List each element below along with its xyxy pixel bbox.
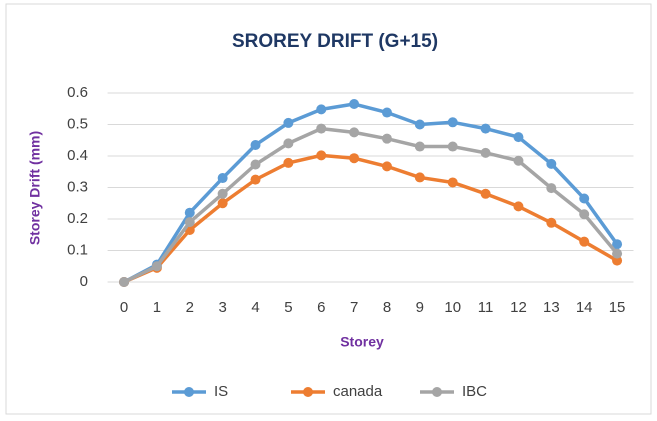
x-tick-label: 0: [120, 299, 128, 316]
series-line: [123, 153, 618, 284]
data-point: [414, 172, 425, 183]
data-point: [447, 177, 458, 188]
data-point: [381, 133, 392, 144]
x-tick-label: 14: [576, 299, 593, 316]
x-tick-label: 12: [510, 299, 527, 316]
y-tick-label: 0.3: [67, 178, 88, 195]
x-tick-label: 2: [186, 299, 194, 316]
data-point: [250, 174, 261, 185]
series-line: [123, 126, 619, 284]
data-point: [447, 141, 458, 152]
x-axis-label: Storey: [340, 334, 384, 350]
x-tick-label: 15: [609, 299, 626, 316]
data-point: [579, 209, 590, 220]
y-tick-label: 0: [80, 273, 88, 290]
x-tick-label: 13: [543, 299, 560, 316]
data-point: [513, 132, 524, 143]
legend-label: canada: [333, 383, 383, 400]
legend-swatch-marker: [184, 387, 194, 397]
x-tick-label: 1: [153, 299, 161, 316]
x-tick-label: 3: [218, 299, 226, 316]
x-tick-label: 8: [383, 299, 391, 316]
x-tick-label: 11: [478, 299, 494, 316]
data-point: [480, 147, 491, 158]
data-point: [546, 183, 557, 194]
x-tick-label: 4: [251, 299, 259, 316]
data-point: [513, 155, 524, 166]
data-point: [316, 104, 327, 115]
data-point: [184, 217, 195, 228]
data-point: [349, 99, 360, 110]
data-point: [579, 236, 590, 247]
data-point: [283, 117, 294, 128]
x-tick-label: 9: [416, 299, 424, 316]
y-tick-label: 0.5: [67, 115, 88, 132]
x-tick-label: 10: [444, 299, 461, 316]
x-tick-label: 5: [284, 299, 292, 316]
data-point: [184, 207, 195, 218]
data-point: [283, 157, 294, 168]
data-point: [381, 161, 392, 172]
y-tick-label: 0.2: [67, 210, 88, 227]
data-point: [119, 277, 130, 287]
data-point: [283, 138, 294, 149]
data-point: [250, 139, 261, 150]
legend-label: IBC: [462, 383, 487, 400]
y-tick-label: 0.4: [67, 147, 88, 164]
data-point: [217, 198, 228, 209]
data-point: [381, 107, 392, 118]
data-point: [414, 141, 425, 152]
series-line: [123, 102, 619, 284]
x-tick-label: 7: [350, 299, 358, 316]
data-point: [546, 158, 557, 169]
data-point: [480, 123, 491, 134]
data-point: [612, 239, 623, 250]
data-point: [349, 153, 360, 164]
data-point: [217, 173, 228, 184]
data-point: [151, 261, 162, 272]
legend-label: IS: [214, 383, 228, 400]
data-point: [250, 159, 261, 170]
data-point: [316, 150, 327, 161]
data-point: [447, 117, 458, 128]
chart-frame: [5, 3, 652, 415]
data-point: [579, 193, 590, 204]
y-tick-label: 0.1: [67, 241, 88, 258]
data-point: [612, 255, 623, 266]
data-point: [546, 217, 557, 228]
data-point: [414, 119, 425, 130]
y-axis-label: Storey Drift (mm): [27, 131, 43, 245]
legend-swatch-marker: [303, 387, 313, 397]
data-point: [349, 127, 360, 138]
data-point: [480, 188, 491, 199]
x-tick-label: 6: [317, 299, 325, 316]
data-point: [612, 248, 623, 259]
legend-swatch-marker: [432, 387, 442, 397]
data-point: [513, 201, 524, 212]
y-tick-label: 0.6: [67, 84, 88, 101]
chart-title: SROREY DRIFT (G+15): [232, 31, 438, 52]
data-point: [316, 123, 327, 134]
data-point: [217, 188, 228, 199]
